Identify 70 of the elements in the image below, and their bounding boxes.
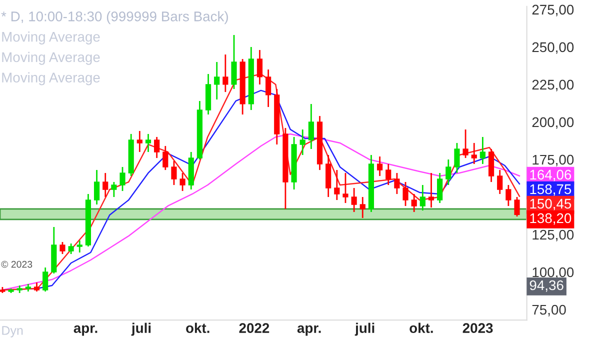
candlestick (214, 61, 220, 100)
annotation: © 2023 (1, 260, 32, 268)
candlestick (446, 158, 452, 186)
annotation: Moving Average (2, 32, 100, 44)
x-tick-label: juli (131, 322, 151, 336)
candlestick (180, 172, 186, 192)
candlestick (256, 49, 263, 86)
candlestick (411, 193, 417, 213)
x-tick-label: apr. (74, 325, 98, 336)
candlestick (394, 172, 400, 195)
data-label: 164,06 (530, 170, 572, 182)
candlestick (136, 130, 142, 153)
data-label: 158,75 (530, 184, 572, 196)
text: Dyn (2, 326, 23, 338)
text: 138,20 (530, 213, 572, 225)
y-tick-label: 225,00 (532, 80, 574, 92)
y-tick-label: 125,00 (532, 230, 574, 242)
y-tick-label: 100,00 (532, 267, 574, 279)
annotation: Moving Average (2, 72, 100, 86)
x-tick-label: 2023 (462, 323, 493, 334)
candlestick (351, 187, 357, 213)
annotation: Moving Average (2, 52, 100, 65)
candlestick (154, 136, 160, 159)
candlestick (386, 163, 392, 186)
candlestick (514, 196, 520, 218)
candlestick (231, 34, 237, 90)
candlestick (428, 172, 434, 208)
y-tick-label: 175,00 (532, 154, 574, 166)
candlestick (360, 196, 366, 219)
candlestick (111, 181, 117, 198)
candlestick (76, 240, 82, 254)
candlestick (102, 172, 108, 198)
text: 94,36 (530, 280, 564, 292)
candlestick (300, 128, 306, 156)
candlestick (222, 54, 228, 93)
candlestick (376, 156, 383, 177)
candlestick (497, 169, 503, 195)
candlestick (171, 160, 177, 186)
y-tick-label: 250,00 (532, 42, 574, 54)
candlestick (342, 172, 348, 204)
line-series (2, 133, 520, 291)
candlestick (60, 241, 66, 255)
y-tick-label: 200,00 (532, 117, 574, 129)
x-tick-label: juli (354, 322, 374, 336)
x-tick-label: okt. (410, 322, 433, 333)
candlestick (420, 184, 426, 212)
candlestick (471, 142, 477, 165)
candlestick (120, 166, 126, 192)
y-tick-label: 275,00 (532, 4, 574, 16)
x-tick-label: apr. (297, 325, 321, 336)
x-tick-label: okt. (186, 322, 210, 333)
data-label: 150,45 (530, 198, 572, 210)
candlestick (334, 169, 340, 201)
y-tick-label: 75,00 (532, 304, 566, 316)
candlestick (94, 169, 100, 206)
candlestick (162, 145, 168, 171)
chart-title: * D, 10:00-18:30 (999999 Bars Back) (1, 11, 228, 24)
x-tick-label: 2022 (239, 323, 270, 333)
candlestick (402, 181, 408, 207)
candlestick (34, 282, 40, 292)
candlestick (480, 136, 486, 165)
candlestick (308, 103, 314, 150)
candlestick (506, 184, 512, 207)
candlestick (145, 133, 152, 153)
candlestick (454, 142, 460, 174)
candlestick (42, 266, 48, 292)
candlestick (266, 68, 272, 108)
candlestick (437, 172, 443, 204)
candlestick (68, 242, 74, 255)
candlestick (462, 128, 468, 159)
